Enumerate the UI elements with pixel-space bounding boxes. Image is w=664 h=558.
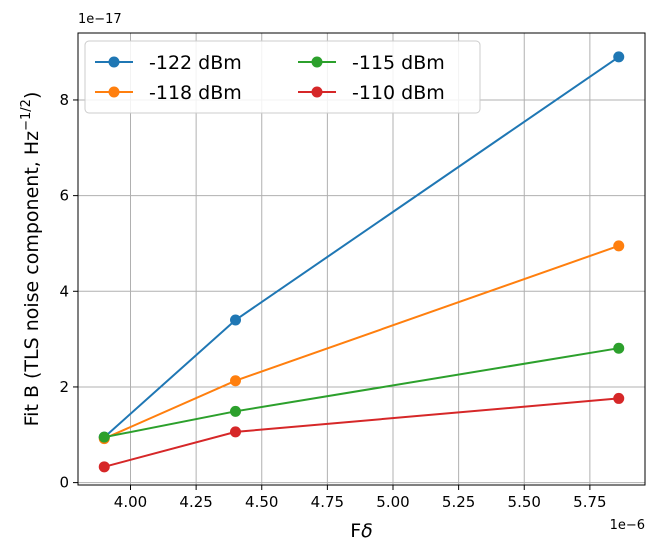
legend: -122 dBm -118 dBm -115 dBm -110 dBm bbox=[84, 40, 481, 114]
data-point bbox=[613, 342, 625, 354]
legend-label: -110 dBm bbox=[352, 82, 445, 104]
y-tick-label: 2 bbox=[59, 378, 69, 396]
x-tick-label: 4.75 bbox=[311, 493, 344, 511]
y-axis-label-main: Fit B (TLS noise component, Hz bbox=[21, 131, 43, 427]
legend-swatch-marker bbox=[311, 86, 323, 98]
legend-swatch-marker bbox=[311, 56, 323, 68]
plot-area-frame bbox=[77, 32, 646, 486]
x-axis-label-prefix: F bbox=[350, 520, 361, 542]
data-point bbox=[613, 392, 625, 404]
legend-box bbox=[84, 40, 481, 114]
legend-label: -115 dBm bbox=[352, 52, 445, 74]
data-point bbox=[613, 51, 625, 63]
x-axis-label: Fδ bbox=[350, 520, 373, 542]
legend-item: -122 dBm bbox=[95, 52, 242, 74]
series bbox=[98, 392, 625, 473]
x-tick-label: 4.00 bbox=[114, 493, 147, 511]
legend-item: -118 dBm bbox=[95, 82, 242, 104]
x-tick-label: 5.75 bbox=[573, 493, 606, 511]
data-point bbox=[98, 431, 110, 443]
y-axis-label: Fit B (TLS noise component, Hz−1/2) bbox=[19, 92, 43, 427]
data-point bbox=[230, 375, 241, 387]
y-axis-offset-label: 1e−17 bbox=[78, 12, 122, 27]
y-axis-label-exponent: −1/2 bbox=[19, 99, 34, 131]
legend-item: -115 dBm bbox=[298, 52, 445, 74]
x-tick-label: 4.50 bbox=[245, 493, 278, 511]
data-point bbox=[230, 405, 241, 417]
legend-swatch-marker bbox=[108, 56, 120, 68]
series bbox=[98, 342, 625, 443]
x-tick-label: 5.50 bbox=[508, 493, 541, 511]
data-point bbox=[230, 426, 241, 438]
y-tick-label: 4 bbox=[59, 282, 69, 300]
axis-ticks: 4.00 4.25 4.50 4.75 5.00 5.25 5.50 5.75 0 2 4 6 8 bbox=[59, 91, 606, 511]
x-axis-offset-label: 1e−6 bbox=[610, 518, 645, 533]
x-tick-label: 5.25 bbox=[442, 493, 475, 511]
legend-label: -122 dBm bbox=[149, 52, 242, 74]
y-axis-label-tail: ) bbox=[21, 92, 43, 99]
data-point bbox=[613, 240, 625, 252]
y-tick-label: 6 bbox=[59, 187, 69, 205]
legend-item: -110 dBm bbox=[298, 82, 445, 104]
legend-label: -118 dBm bbox=[149, 82, 242, 104]
data-point bbox=[98, 461, 110, 473]
x-tick-label: 4.25 bbox=[179, 493, 212, 511]
data-point bbox=[230, 314, 241, 326]
series-group bbox=[98, 51, 625, 473]
y-tick-label: 8 bbox=[59, 91, 69, 109]
legend-swatch-marker bbox=[108, 86, 120, 98]
x-axis-label-symbol: δ bbox=[361, 520, 373, 542]
x-tick-label: 5.00 bbox=[376, 493, 409, 511]
y-tick-label: 0 bbox=[59, 474, 69, 492]
